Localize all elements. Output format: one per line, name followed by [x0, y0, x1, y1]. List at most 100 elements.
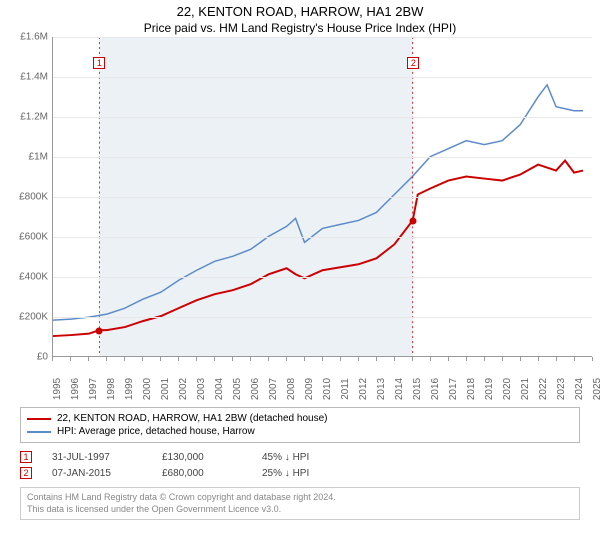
x-tick	[268, 357, 269, 361]
x-tick-label: 2025	[592, 378, 600, 400]
x-tick	[250, 357, 251, 361]
x-tick-label: 2012	[358, 378, 369, 400]
x-tick	[196, 357, 197, 361]
chart-area: £0£200K£400K£600K£800K£1M£1.2M£1.4M£1.6M…	[0, 37, 600, 407]
x-tick	[70, 357, 71, 361]
x-tick-label: 2017	[448, 378, 459, 400]
x-tick	[502, 357, 503, 361]
sale-row: 2 07-JAN-2015 £680,000 25% ↓ HPI	[20, 465, 580, 481]
legend-item-price: 22, KENTON ROAD, HARROW, HA1 2BW (detach…	[27, 412, 573, 425]
gridline	[53, 77, 592, 78]
sale-date: 31-JUL-1997	[52, 452, 142, 463]
gridline	[53, 37, 592, 38]
credit-line1: Contains HM Land Registry data © Crown c…	[27, 492, 573, 504]
x-tick-label: 2008	[286, 378, 297, 400]
x-tick-label: 2018	[466, 378, 477, 400]
y-tick-label: £800K	[19, 192, 48, 203]
legend-swatch-price	[27, 418, 51, 420]
sale-pct: 25% ↓ HPI	[262, 468, 362, 479]
sales-table: 1 31-JUL-1997 £130,000 45% ↓ HPI 2 07-JAN-201…	[20, 449, 580, 481]
x-tick	[520, 357, 521, 361]
x-tick	[178, 357, 179, 361]
gridline	[53, 117, 592, 118]
x-tick-label: 1998	[106, 378, 117, 400]
sale-price: £680,000	[162, 468, 242, 479]
x-tick	[358, 357, 359, 361]
y-tick-label: £0	[37, 352, 48, 363]
x-tick-label: 2010	[322, 378, 333, 400]
x-tick-label: 2000	[142, 378, 153, 400]
plot-area: 12	[52, 37, 592, 357]
series-line	[53, 85, 583, 320]
x-tick-label: 1995	[52, 378, 63, 400]
sale-pct: 45% ↓ HPI	[262, 452, 362, 463]
sale-row: 1 31-JUL-1997 £130,000 45% ↓ HPI	[20, 449, 580, 465]
legend-swatch-hpi	[27, 431, 51, 433]
x-tick	[412, 357, 413, 361]
gridline	[53, 317, 592, 318]
y-tick-label: £1M	[29, 152, 48, 163]
x-tick-label: 2004	[214, 378, 225, 400]
x-tick	[466, 357, 467, 361]
x-tick-label: 2013	[376, 378, 387, 400]
legend-item-hpi: HPI: Average price, detached house, Harr…	[27, 425, 573, 438]
x-tick	[286, 357, 287, 361]
chart-subtitle: Price paid vs. HM Land Registry's House …	[0, 21, 600, 35]
x-tick	[160, 357, 161, 361]
x-tick-label: 2022	[538, 378, 549, 400]
legend: 22, KENTON ROAD, HARROW, HA1 2BW (detach…	[20, 407, 580, 443]
x-tick	[556, 357, 557, 361]
legend-label-price: 22, KENTON ROAD, HARROW, HA1 2BW (detach…	[57, 413, 327, 424]
x-tick	[574, 357, 575, 361]
sale-price: £130,000	[162, 452, 242, 463]
credit-line2: This data is licensed under the Open Gov…	[27, 504, 573, 516]
x-tick	[592, 357, 593, 361]
x-tick-label: 2019	[484, 378, 495, 400]
x-tick	[394, 357, 395, 361]
x-tick	[52, 357, 53, 361]
gridline	[53, 157, 592, 158]
x-tick-label: 2021	[520, 378, 531, 400]
x-tick-label: 2003	[196, 378, 207, 400]
sale-badge: 1	[20, 451, 32, 463]
x-tick	[484, 357, 485, 361]
marker-badge: 2	[407, 57, 419, 69]
x-tick-label: 2024	[574, 378, 585, 400]
x-tick	[304, 357, 305, 361]
x-tick	[232, 357, 233, 361]
x-tick-label: 2009	[304, 378, 315, 400]
x-tick	[322, 357, 323, 361]
x-tick	[214, 357, 215, 361]
x-tick-label: 2007	[268, 378, 279, 400]
x-tick-label: 1997	[88, 378, 99, 400]
gridline	[53, 197, 592, 198]
sale-date: 07-JAN-2015	[52, 468, 142, 479]
x-tick-label: 2023	[556, 378, 567, 400]
y-tick-label: £1.6M	[20, 32, 48, 43]
sale-badge: 2	[20, 467, 32, 479]
x-tick-label: 2011	[340, 378, 351, 400]
legend-label-hpi: HPI: Average price, detached house, Harr…	[57, 426, 255, 437]
x-axis: 1995199619971998199920002001200220032004…	[52, 357, 592, 407]
x-tick	[106, 357, 107, 361]
x-tick	[448, 357, 449, 361]
x-tick	[376, 357, 377, 361]
y-axis: £0£200K£400K£600K£800K£1M£1.2M£1.4M£1.6M	[0, 37, 52, 357]
series-line	[53, 161, 583, 336]
x-tick	[142, 357, 143, 361]
x-tick-label: 1999	[124, 378, 135, 400]
sale-dot	[96, 328, 103, 335]
chart-title-block: 22, KENTON ROAD, HARROW, HA1 2BW Price p…	[0, 0, 600, 37]
y-tick-label: £400K	[19, 272, 48, 283]
gridline	[53, 237, 592, 238]
credit-box: Contains HM Land Registry data © Crown c…	[20, 487, 580, 520]
x-tick-label: 2005	[232, 378, 243, 400]
y-tick-label: £600K	[19, 232, 48, 243]
x-tick	[124, 357, 125, 361]
chart-title: 22, KENTON ROAD, HARROW, HA1 2BW	[0, 4, 600, 19]
x-tick-label: 2015	[412, 378, 423, 400]
gridline	[53, 277, 592, 278]
x-tick	[340, 357, 341, 361]
y-tick-label: £1.4M	[20, 72, 48, 83]
x-tick	[430, 357, 431, 361]
